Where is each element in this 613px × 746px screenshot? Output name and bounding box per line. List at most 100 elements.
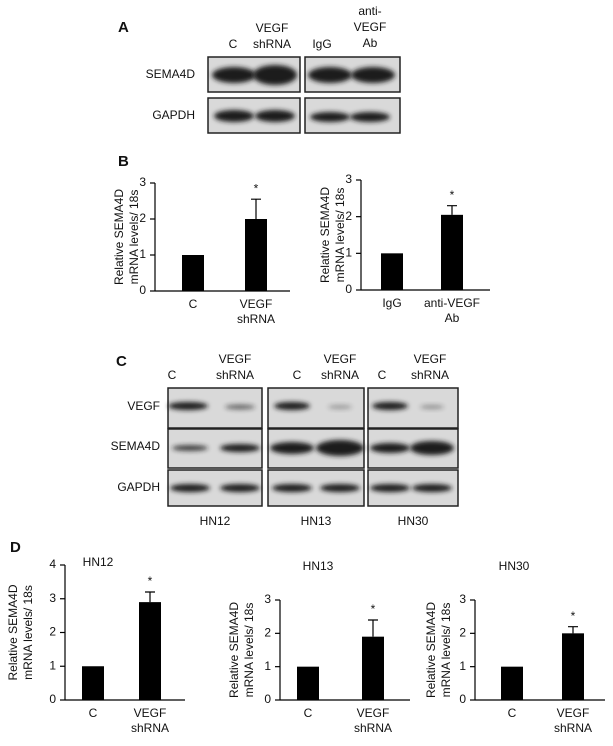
y-axis-label: Relative SEMA4D (318, 187, 332, 283)
y-tick-label: 2 (345, 209, 352, 223)
band (420, 405, 444, 409)
band (316, 440, 364, 456)
lane-label: shRNA (321, 368, 359, 382)
lane-label: VEGF (414, 352, 447, 366)
y-tick-label: 1 (139, 247, 146, 261)
y-tick-label: 3 (49, 591, 56, 605)
band (225, 404, 255, 410)
panel-letter: C (116, 353, 127, 370)
lane-label: anti- (358, 4, 381, 18)
y-tick-label: 2 (459, 626, 466, 640)
y-axis-label: Relative SEMA4D (424, 602, 438, 698)
chart-title: HN13 (303, 559, 334, 573)
y-tick-label: 0 (264, 692, 271, 706)
band (270, 442, 314, 454)
lane-label: C (378, 368, 387, 382)
row-label: SEMA4D (111, 439, 161, 453)
y-axis-label: mRNA levels/ 18s (439, 603, 453, 698)
y-tick-label: 2 (264, 626, 271, 640)
x-tick-label: C (189, 297, 198, 311)
lane-label: shRNA (411, 368, 449, 382)
bar (441, 214, 463, 290)
bar (297, 666, 319, 700)
band (351, 67, 395, 83)
bar (501, 666, 523, 700)
bar (381, 253, 403, 290)
x-tick-label: shRNA (554, 721, 592, 735)
y-tick-label: 4 (49, 557, 56, 571)
band (168, 402, 208, 410)
x-tick-label: VEGF (134, 706, 167, 720)
significance-mark: * (148, 574, 153, 588)
x-tick-label: IgG (382, 296, 401, 310)
y-tick-label: 1 (264, 659, 271, 673)
lane-label: Ab (363, 36, 378, 50)
x-tick-label: C (89, 706, 98, 720)
band (372, 402, 408, 410)
y-tick-label: 0 (139, 283, 146, 297)
y-axis-label: Relative SEMA4D (112, 189, 126, 285)
x-tick-label: VEGF (240, 297, 273, 311)
bar (139, 602, 161, 700)
lane-label: shRNA (253, 37, 291, 51)
lane-label: C (229, 37, 238, 51)
band (220, 484, 260, 492)
chart-title: HN30 (499, 559, 530, 573)
x-tick-label: VEGF (357, 706, 390, 720)
row-label: SEMA4D (146, 67, 196, 81)
lane-label: VEGF (256, 21, 289, 35)
significance-mark: * (254, 181, 259, 195)
x-tick-label: anti-VEGF (424, 296, 480, 310)
lane-label: VEGF (219, 352, 252, 366)
x-tick-label: VEGF (557, 706, 590, 720)
y-axis-label: mRNA levels/ 18s (21, 585, 35, 680)
lane-label: C (168, 368, 177, 382)
y-tick-label: 2 (139, 211, 146, 225)
row-label: GAPDH (117, 480, 160, 494)
band (370, 484, 410, 492)
significance-mark: * (371, 602, 376, 616)
y-tick-label: 3 (345, 172, 352, 186)
panel-letter: D (10, 539, 21, 556)
lane-label: IgG (312, 37, 331, 51)
bar (82, 666, 104, 700)
band (255, 110, 295, 122)
y-tick-label: 0 (49, 692, 56, 706)
error-bar (145, 591, 155, 603)
band (253, 65, 297, 85)
blot-a: C VEGF shRNA IgG anti- VEGF Ab SEMA4D GA… (146, 4, 401, 134)
band (410, 441, 454, 455)
y-tick-label: 3 (264, 592, 271, 606)
y-axis-label: mRNA levels/ 18s (127, 190, 141, 285)
band (212, 67, 256, 83)
band (310, 112, 350, 122)
band (220, 444, 260, 452)
x-tick-label: Ab (445, 311, 460, 325)
band (350, 112, 390, 122)
x-tick-label: shRNA (237, 312, 275, 326)
band (172, 445, 208, 451)
panel-letter: A (118, 19, 129, 36)
bar (562, 633, 584, 700)
y-axis-label: mRNA levels/ 18s (333, 188, 347, 283)
band (328, 405, 352, 409)
y-tick-label: 1 (345, 246, 352, 260)
bar (182, 255, 204, 291)
band (170, 484, 210, 492)
error-bar (568, 626, 578, 634)
x-tick-label: shRNA (354, 721, 392, 735)
y-tick-label: 1 (459, 659, 466, 673)
chart-title: HN12 (83, 555, 114, 569)
x-tick-label: C (508, 706, 517, 720)
lane-label: VEGF (324, 352, 357, 366)
y-tick-label: 0 (345, 282, 352, 296)
band (308, 67, 352, 83)
cell-line-label: HN13 (301, 514, 332, 528)
cell-line-label: HN12 (200, 514, 231, 528)
bar (362, 636, 384, 700)
band (272, 484, 312, 492)
band (412, 484, 452, 492)
error-bar (368, 619, 378, 637)
row-label: GAPDH (152, 108, 195, 122)
